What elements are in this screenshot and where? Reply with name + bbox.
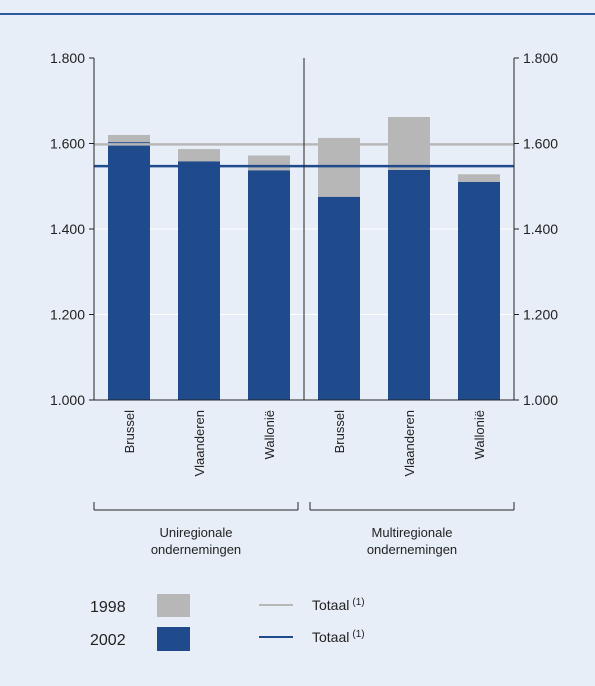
tick-labels-layer: 1.000 1.000 1.200 1.200 1.400 1.400 1.600 1.600… xyxy=(50,50,558,408)
y-tick-label-right: 1.400 xyxy=(523,221,558,237)
bar-2002 xyxy=(388,170,430,400)
y-tick-label-left: 1.000 xyxy=(50,392,85,408)
y-tick-label-right: 1.800 xyxy=(523,50,558,66)
y-tick-label-right: 1.000 xyxy=(523,392,558,408)
y-tick-label-right: 1.600 xyxy=(523,136,558,152)
category-label: Brussel xyxy=(332,410,347,453)
bar-2002 xyxy=(458,181,500,400)
category-label: Wallonië xyxy=(262,410,277,459)
y-tick-label-left: 1.200 xyxy=(50,307,85,323)
group-label-line2: ondernemingen xyxy=(367,542,457,557)
category-label: Wallonië xyxy=(472,410,487,459)
legend-year-2002: 2002 xyxy=(90,632,126,649)
bars-layer xyxy=(108,116,500,401)
legend: 1998 Totaal (1) 2002 Totaal (1) xyxy=(90,594,365,651)
y-tick-label-left: 1.600 xyxy=(50,136,85,152)
y-tick-label-left: 1.400 xyxy=(50,221,85,237)
bar-2002 xyxy=(248,170,290,400)
category-label: Vlaanderen xyxy=(402,410,417,477)
y-tick-label-left: 1.800 xyxy=(50,50,85,66)
category-label: Vlaanderen xyxy=(192,410,207,477)
legend-swatch-1998 xyxy=(157,594,190,617)
category-label: Brussel xyxy=(122,410,137,453)
axes-layer xyxy=(89,57,519,401)
group-labels-layer: Uniregionale ondernemingen Multiregionale o… xyxy=(93,502,515,557)
bar-2002 xyxy=(178,161,220,400)
category-labels-layer: Brussel Vlaanderen Wallonië Brussel Vlaander… xyxy=(122,410,487,477)
group-label-line1: Uniregionale xyxy=(160,525,233,540)
legend-swatch-2002 xyxy=(157,627,190,651)
group-label-line2: ondernemingen xyxy=(151,542,241,557)
group-label-line1: Multiregionale xyxy=(372,525,453,540)
bar-2002 xyxy=(108,142,150,400)
y-tick-label-right: 1.200 xyxy=(523,307,558,323)
legend-totaal-2002: Totaal (1) xyxy=(312,629,365,645)
bar-2002 xyxy=(318,196,360,400)
legend-totaal-1998: Totaal (1) xyxy=(312,597,365,613)
top-rule xyxy=(0,13,595,15)
legend-year-1998: 1998 xyxy=(90,599,126,616)
